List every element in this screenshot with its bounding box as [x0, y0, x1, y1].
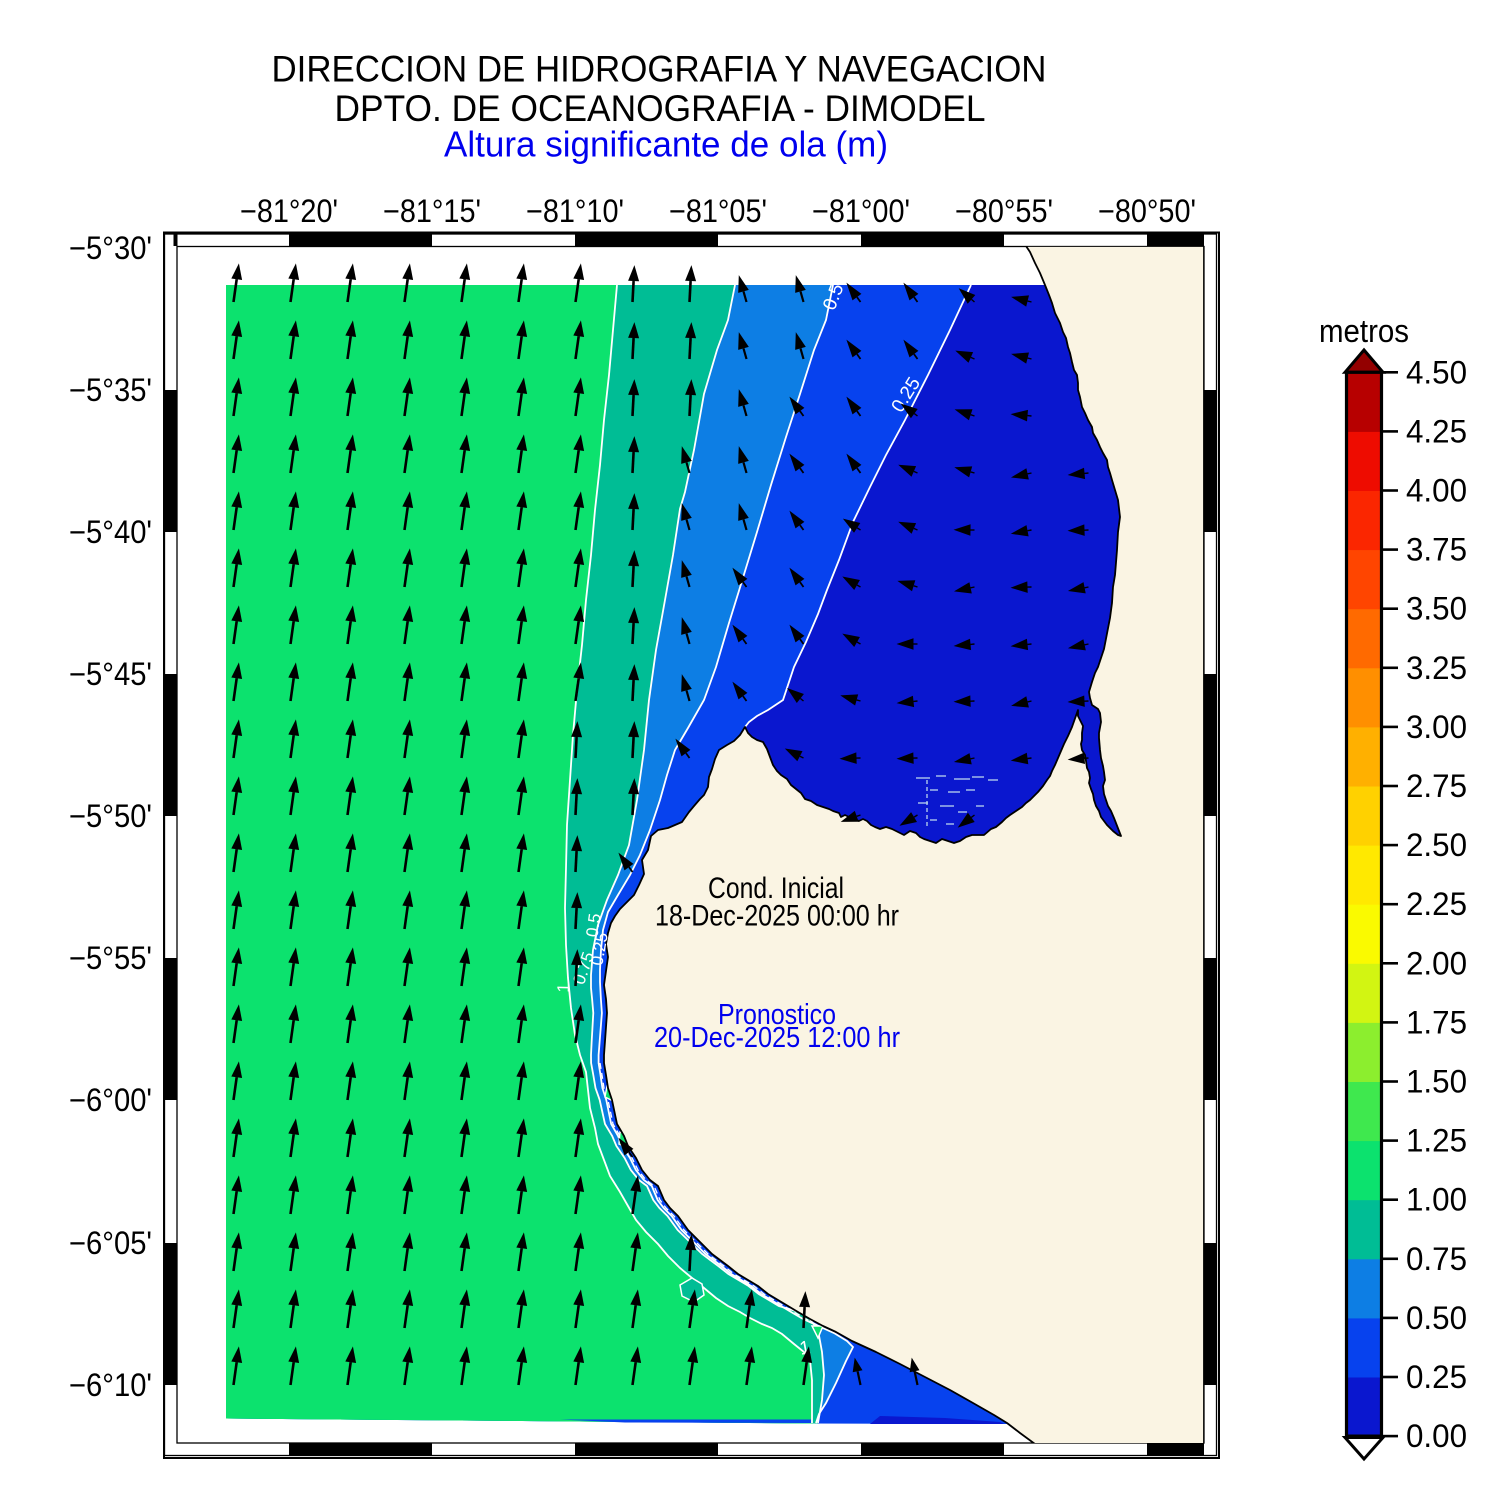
svg-text:DIRECCION DE HIDROGRAFIA Y NAV: DIRECCION DE HIDROGRAFIA Y NAVEGACION — [272, 49, 1047, 90]
svg-text:1: 1 — [554, 983, 573, 993]
svg-text:1.75: 1.75 — [1406, 1004, 1467, 1040]
svg-text:−80°55': −80°55' — [955, 193, 1053, 229]
svg-text:3.00: 3.00 — [1406, 709, 1467, 745]
svg-text:−6°05': −6°05' — [69, 1225, 152, 1261]
svg-text:Pronostico: Pronostico — [718, 999, 836, 1031]
svg-text:0.5: 0.5 — [583, 912, 605, 938]
svg-text:2.25: 2.25 — [1406, 886, 1467, 922]
svg-text:3.75: 3.75 — [1406, 532, 1467, 568]
svg-text:18-Dec-2025 00:00 hr: 18-Dec-2025 00:00 hr — [655, 900, 899, 933]
svg-text:4.50: 4.50 — [1406, 354, 1467, 390]
svg-text:−5°45': −5°45' — [69, 656, 152, 692]
svg-text:DPTO. DE OCEANOGRAFIA - DIMODE: DPTO. DE OCEANOGRAFIA - DIMODEL — [335, 88, 986, 129]
svg-text:2.75: 2.75 — [1406, 768, 1467, 804]
svg-text:−81°15': −81°15' — [383, 193, 481, 229]
svg-text:0.75: 0.75 — [1406, 1241, 1467, 1277]
svg-text:metros: metros — [1319, 313, 1409, 349]
svg-text:1.50: 1.50 — [1406, 1064, 1467, 1100]
svg-text:−80°50': −80°50' — [1098, 193, 1196, 229]
svg-text:−6°00': −6°00' — [69, 1082, 152, 1118]
svg-text:−5°55': −5°55' — [69, 940, 152, 976]
svg-text:1.25: 1.25 — [1406, 1123, 1467, 1159]
svg-text:Altura significante de ola (m): Altura significante de ola (m) — [444, 124, 888, 165]
svg-text:−5°50': −5°50' — [69, 798, 152, 834]
svg-text:3.50: 3.50 — [1406, 591, 1467, 627]
svg-text:2.50: 2.50 — [1406, 827, 1467, 863]
svg-text:−81°10': −81°10' — [526, 193, 624, 229]
svg-text:−81°20': −81°20' — [240, 193, 338, 229]
svg-text:Cond. Inicial: Cond. Inicial — [708, 872, 844, 905]
svg-text:3.25: 3.25 — [1406, 650, 1467, 686]
svg-text:−5°40': −5°40' — [69, 514, 152, 550]
svg-text:−6°10': −6°10' — [69, 1367, 152, 1403]
svg-text:−81°00': −81°00' — [812, 193, 910, 229]
svg-text:4.25: 4.25 — [1406, 413, 1467, 449]
svg-text:−81°05': −81°05' — [669, 193, 767, 229]
svg-text:0.25: 0.25 — [1406, 1359, 1467, 1395]
svg-text:0.00: 0.00 — [1406, 1418, 1467, 1454]
svg-text:4.00: 4.00 — [1406, 473, 1467, 509]
svg-text:−5°35': −5°35' — [69, 372, 152, 408]
svg-text:−5°30': −5°30' — [69, 230, 152, 266]
svg-text:20-Dec-2025 12:00 hr: 20-Dec-2025 12:00 hr — [654, 1022, 900, 1054]
svg-text:2.00: 2.00 — [1406, 945, 1467, 981]
svg-text:1.00: 1.00 — [1406, 1182, 1467, 1218]
svg-text:0.50: 0.50 — [1406, 1300, 1467, 1336]
